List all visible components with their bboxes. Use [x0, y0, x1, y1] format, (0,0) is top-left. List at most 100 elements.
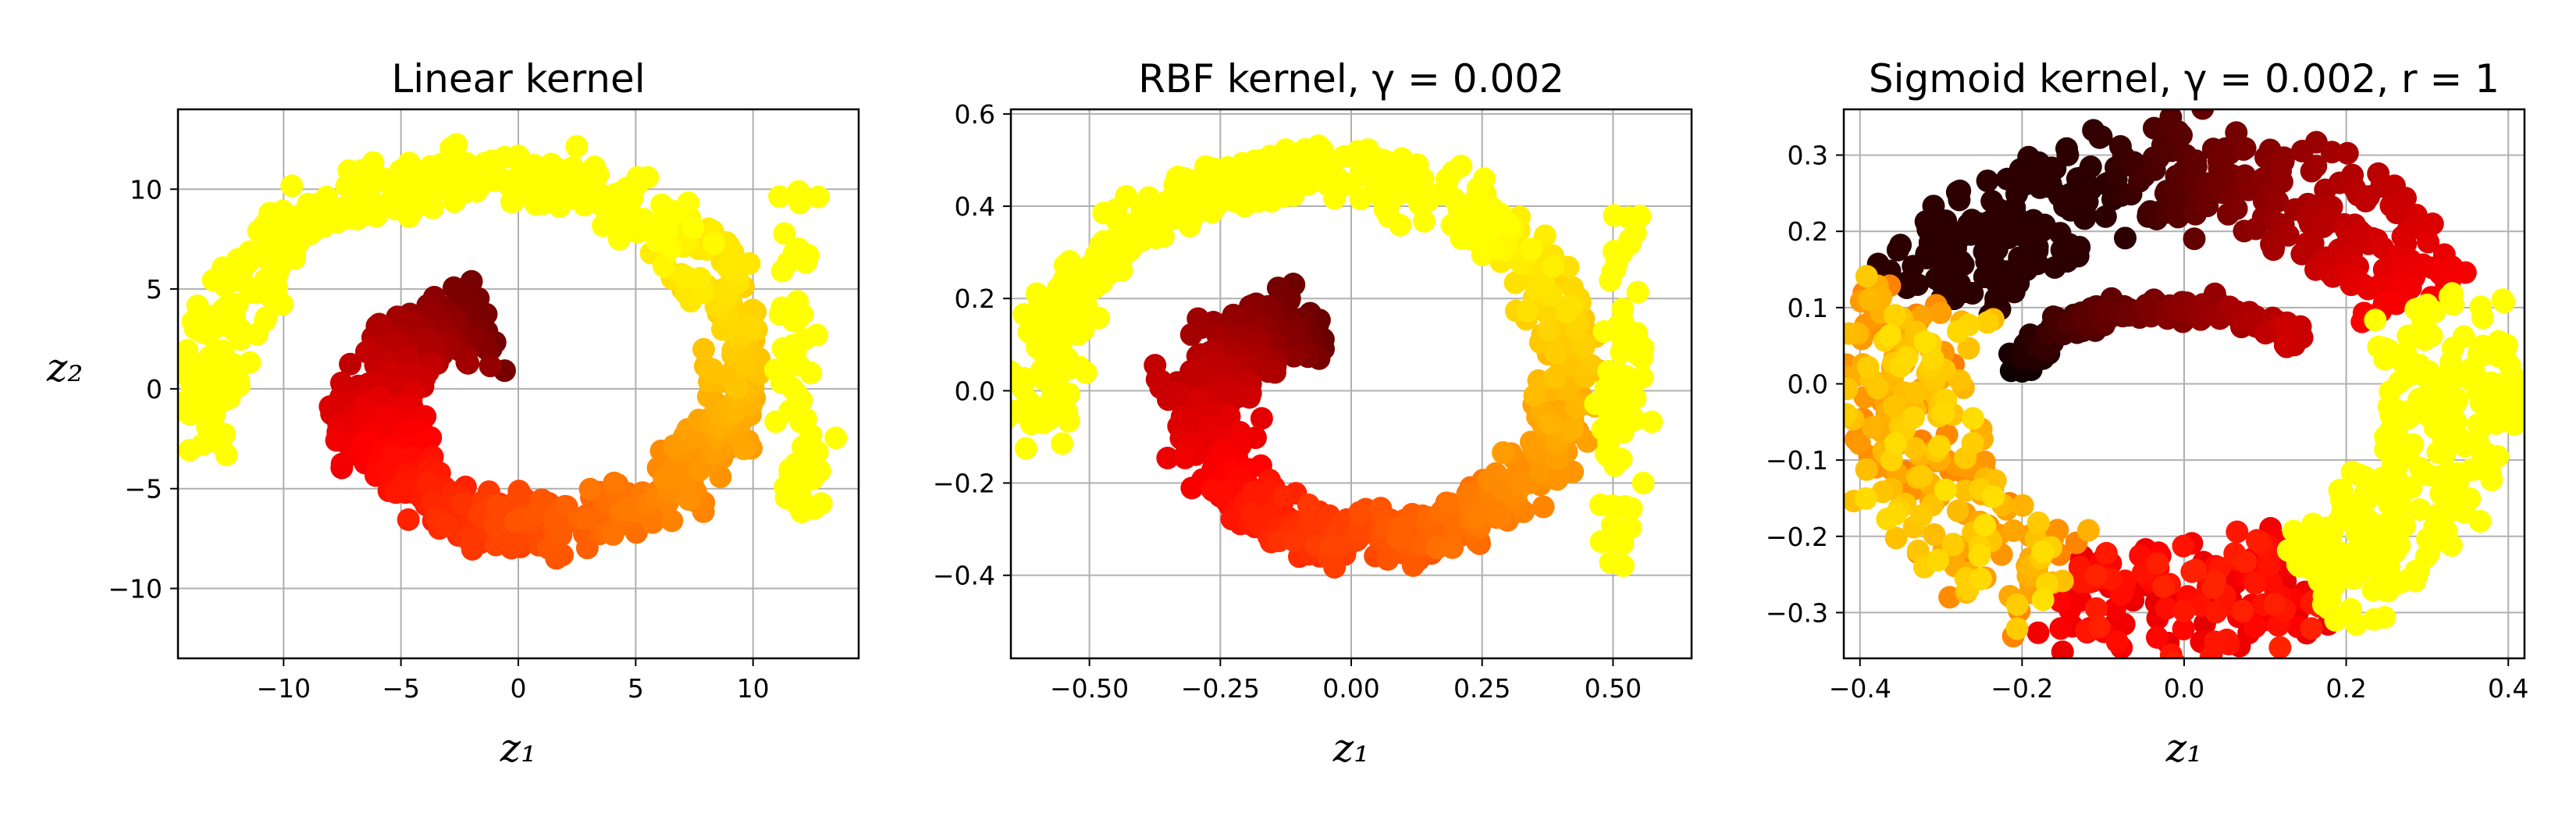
scatter-point — [2427, 465, 2450, 488]
y-tick-label: 0.3 — [1788, 141, 1828, 171]
scatter-point — [2165, 651, 2186, 658]
scatter-point — [1441, 536, 1464, 559]
scatter-point — [2418, 383, 2441, 407]
scatter-point — [1049, 362, 1073, 385]
scatter-point — [2417, 230, 2440, 254]
scatter-point — [2085, 597, 2108, 620]
scatter-point — [1179, 323, 1203, 346]
scatter-point — [2492, 291, 2516, 314]
scatter-points — [1844, 109, 2524, 658]
scatter-point — [1312, 154, 1336, 177]
scatter-point — [725, 376, 749, 400]
scatter-point — [2243, 615, 2267, 639]
scatter-point — [646, 230, 669, 253]
scatter-point — [1976, 169, 1999, 193]
scatter-point — [2263, 593, 2286, 616]
scatter-point — [2438, 414, 2461, 437]
scatter-point — [1263, 157, 1286, 180]
scatter-point — [1564, 395, 1588, 419]
y-tick-label: −0.3 — [1766, 597, 1828, 628]
scatter-point — [2347, 463, 2371, 487]
scatter-point — [1369, 497, 1393, 520]
scatter-point — [1034, 319, 1057, 342]
scatter-point — [2005, 593, 2029, 616]
scatter-point — [2467, 430, 2490, 454]
scatter-point — [493, 145, 517, 169]
scatter-point — [1178, 207, 1201, 230]
scatter-point — [575, 507, 598, 530]
scatter-point — [1238, 386, 1261, 409]
scatter-point — [447, 156, 470, 180]
scatter-point — [2418, 401, 2441, 424]
scatter-point — [652, 255, 675, 278]
scatter-point — [788, 191, 812, 215]
scatter-point — [1357, 164, 1380, 187]
scatter-point — [1105, 233, 1129, 256]
scatter-points — [1011, 134, 1663, 579]
scatter-point — [457, 351, 480, 375]
scatter-point — [1923, 522, 1946, 546]
scatter-point — [2105, 630, 2129, 654]
scatter-point — [419, 426, 443, 449]
scatter-point — [1012, 302, 1036, 326]
x-axis-label: z₁ — [500, 726, 536, 771]
scatter-point — [1856, 355, 1880, 379]
scatter-point — [2005, 617, 2029, 640]
scatter-point — [1327, 176, 1350, 200]
scatter-point — [1884, 432, 1907, 455]
scatter-point — [1283, 529, 1306, 552]
scatter-point — [1012, 377, 1035, 401]
scatter-point — [1436, 169, 1459, 192]
scatter-point — [770, 371, 793, 394]
scatter-point — [1081, 269, 1105, 293]
scatter-point — [603, 471, 626, 494]
scatter-point — [1598, 529, 1621, 552]
scatter-point — [2386, 499, 2410, 522]
scatter-point — [1115, 184, 1138, 208]
scatter-point — [1014, 437, 1037, 460]
scatter-point — [2413, 328, 2436, 351]
scatter-point — [1858, 287, 1881, 311]
scatter-point — [2266, 190, 2290, 213]
scatter-point — [2388, 571, 2411, 594]
scatter-point — [464, 180, 488, 203]
scatter-point — [2234, 551, 2258, 574]
scatter-point — [527, 165, 550, 188]
y-tick-label: −10 — [108, 574, 162, 604]
scatter-point — [1957, 337, 1980, 360]
scatter-point — [1250, 407, 1273, 430]
x-tick-label: 0.4 — [2488, 673, 2528, 704]
chart-title: Sigmoid kernel, γ = 0.002, r = 1 — [1869, 56, 2500, 102]
chart-title: Linear kernel — [391, 56, 645, 102]
scatter-point — [2094, 541, 2118, 565]
scatter-point — [1539, 412, 1562, 435]
scatter-point — [1982, 485, 2005, 508]
scatter-point — [1591, 417, 1614, 440]
scatter-point — [2172, 534, 2195, 558]
scatter-point — [1941, 255, 1964, 279]
scatter-point — [1855, 265, 1878, 288]
x-tick-label: 0 — [511, 673, 527, 704]
scatter-point — [1156, 446, 1179, 469]
scatter-point — [2408, 456, 2432, 480]
scatter-point — [1913, 330, 1937, 354]
scatter-point — [2183, 227, 2206, 251]
scatter-point — [1625, 322, 1649, 345]
scatter-point — [1961, 431, 1984, 455]
scatter-points — [178, 133, 848, 570]
x-tick-label: 0.25 — [1453, 673, 1510, 704]
scatter-point — [2245, 529, 2268, 552]
scatter-point — [1497, 212, 1521, 236]
scatter-point — [2342, 567, 2365, 590]
scatter-point — [1025, 282, 1048, 305]
scatter-point — [1404, 162, 1428, 185]
sigmoid-kernel-panel: −0.4 −0.2 0.0 0.2 0.4 −0.3 −0.2 −0.1 0.0 0.1 0.2 0.… — [1766, 56, 2529, 771]
scatter-point — [734, 355, 757, 379]
scatter-point — [2503, 413, 2524, 437]
scatter-point — [329, 371, 353, 394]
scatter-point — [2344, 613, 2368, 636]
scatter-point — [1170, 182, 1194, 205]
scatter-point — [2154, 597, 2178, 620]
scatter-point — [2026, 621, 2050, 644]
scatter-point — [790, 388, 813, 412]
